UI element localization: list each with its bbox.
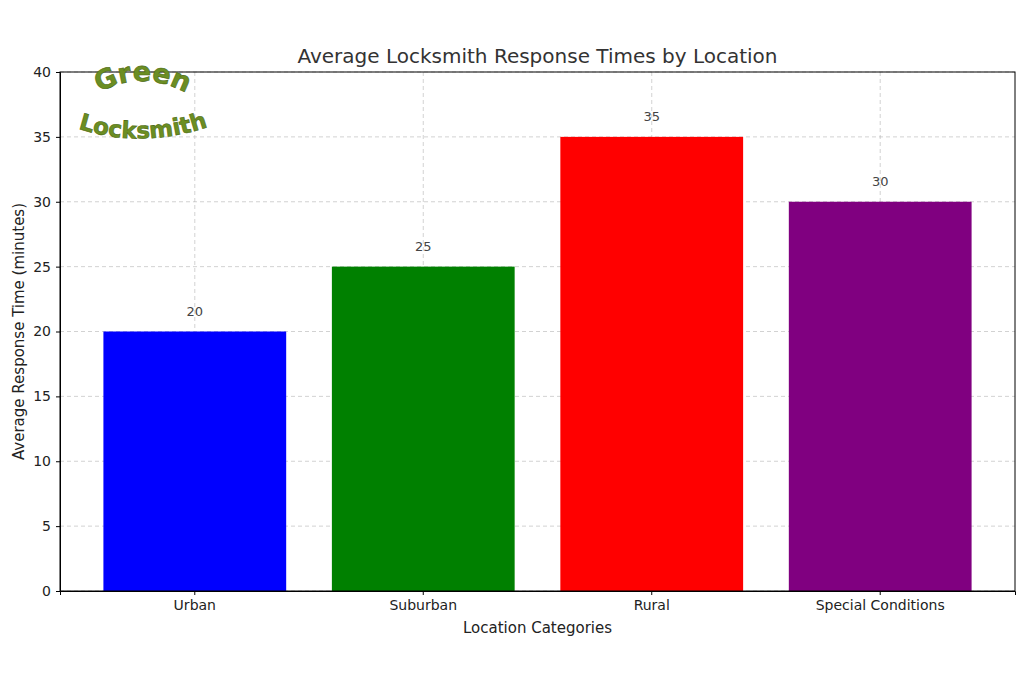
tick-label: 30 bbox=[33, 194, 51, 210]
tick-mark bbox=[56, 526, 60, 527]
tick-label: Special Conditions bbox=[816, 597, 945, 613]
bar bbox=[560, 137, 743, 591]
tick-label: 25 bbox=[33, 259, 51, 275]
tick: 0 bbox=[42, 583, 60, 599]
y-axis-title: Average Response Time (minutes) bbox=[10, 203, 28, 460]
chart: 20 25 35 30 0 5 10 15 20 25 30 35 40 Urban Suburban Rur… bbox=[0, 0, 1024, 683]
tick-label: 5 bbox=[42, 518, 51, 534]
tick-label: 40 bbox=[33, 64, 51, 80]
annotation: Locksmith bbox=[77, 107, 210, 144]
tick-mark bbox=[56, 72, 60, 73]
tick: Rural bbox=[634, 591, 670, 613]
tick: Suburban bbox=[389, 591, 457, 613]
tick-label: 0 bbox=[42, 583, 51, 599]
tick: 30 bbox=[33, 194, 60, 210]
tick: 15 bbox=[33, 388, 60, 404]
annotation-text: Green bbox=[89, 56, 196, 98]
data-label: 20 bbox=[187, 304, 204, 319]
tick-mark bbox=[194, 591, 195, 595]
tick-label: Urban bbox=[174, 597, 216, 613]
tick: 20 bbox=[33, 323, 60, 339]
tick: Urban bbox=[174, 591, 216, 613]
plot-frame bbox=[60, 72, 1015, 591]
tick: 40 bbox=[33, 64, 60, 80]
tick: 25 bbox=[33, 259, 60, 275]
tick-mark bbox=[880, 591, 881, 595]
tick-mark bbox=[56, 137, 60, 138]
annotation-text: Locksmith bbox=[77, 107, 210, 144]
grid bbox=[60, 72, 1015, 591]
data-label: 35 bbox=[643, 109, 660, 124]
tick-mark bbox=[56, 267, 60, 268]
y-axis: 0 5 10 15 20 25 30 35 40 bbox=[33, 64, 60, 599]
axis-line bbox=[56, 73, 61, 592]
tick-mark bbox=[56, 591, 60, 592]
data-label: 25 bbox=[415, 239, 432, 254]
tick-mark bbox=[56, 396, 60, 397]
title: Average Locksmith Response Times by Loca… bbox=[297, 44, 777, 68]
tick-mark bbox=[651, 591, 652, 595]
tick-mark bbox=[56, 461, 60, 462]
bar bbox=[332, 267, 515, 591]
bar bbox=[103, 332, 286, 592]
data-label: 30 bbox=[872, 174, 889, 189]
tick-label: 15 bbox=[33, 388, 51, 404]
tick-mark bbox=[423, 591, 424, 595]
tick: 35 bbox=[33, 129, 60, 145]
tick-label: 10 bbox=[33, 453, 51, 469]
axis-line bbox=[61, 592, 1016, 596]
bar bbox=[789, 202, 972, 591]
tick: Special Conditions bbox=[816, 591, 945, 613]
tick-label: Suburban bbox=[389, 597, 457, 613]
tick-mark bbox=[56, 202, 60, 203]
tick: 5 bbox=[42, 518, 60, 534]
tick: 10 bbox=[33, 453, 60, 469]
tick-mark bbox=[56, 332, 60, 333]
tick-label: 20 bbox=[33, 323, 51, 339]
bars bbox=[103, 137, 971, 591]
tick-label: Rural bbox=[634, 597, 670, 613]
logo: Green Locksmith bbox=[77, 56, 210, 144]
x-axis: Urban Suburban Rural Special Conditions bbox=[61, 591, 1016, 613]
grid-line bbox=[60, 136, 1015, 137]
x-axis-title: Location Categories bbox=[463, 619, 612, 637]
tick-label: 35 bbox=[33, 129, 51, 145]
annotation: Green bbox=[89, 56, 196, 98]
data-labels: 20 25 35 30 bbox=[187, 109, 889, 319]
